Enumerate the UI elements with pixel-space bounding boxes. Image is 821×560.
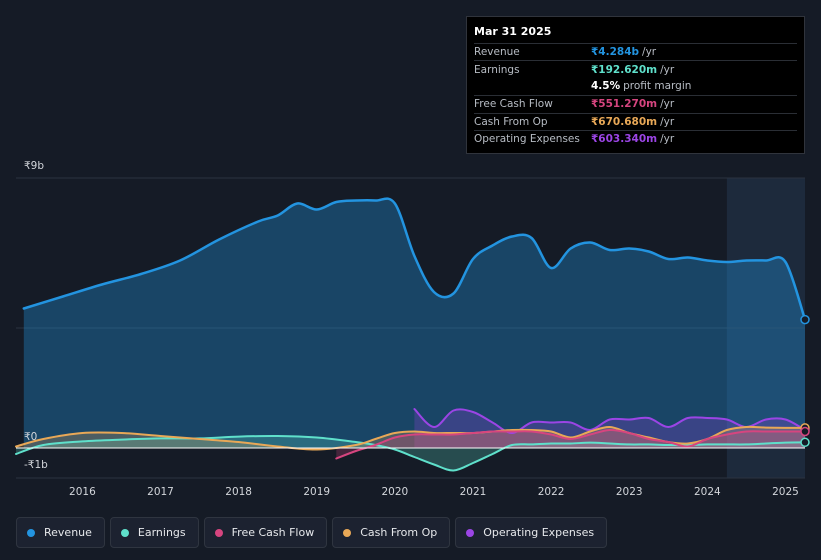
tooltip-row-free-cash-flow: Free Cash Flow ₹551.270m /yr: [474, 95, 797, 112]
earnings-area: [16, 435, 805, 471]
tooltip-row-earnings: Earnings ₹192.620m /yr: [474, 60, 797, 77]
free-cash-flow-end-marker: [800, 426, 810, 437]
earnings-line: [15, 434, 806, 472]
y-tick-label: -₹1b: [24, 459, 48, 471]
x-tick-label: 2022: [538, 486, 565, 498]
tooltip-unit: profit margin: [623, 80, 692, 93]
x-tick-label: 2018: [225, 486, 252, 498]
tooltip-value: ₹603.340m: [591, 133, 658, 146]
tooltip-value: ₹670.680m: [591, 115, 658, 128]
y-axis-labels: ₹9b ₹0 -₹1b: [24, 160, 48, 471]
tooltip-unit: /yr: [660, 98, 675, 111]
legend-item-operating-expenses[interactable]: Operating Expenses: [455, 517, 608, 548]
legend-item-earnings[interactable]: Earnings: [109, 517, 199, 548]
y-tick-label: ₹9b: [24, 160, 44, 172]
x-tick-label: 2020: [382, 486, 409, 498]
legend-dot-icon: [343, 528, 352, 537]
tooltip-value: ₹551.270m: [591, 98, 658, 111]
x-axis-labels: 2016 2017 2018 2019 2020 2021 2022 2023 2024 2025: [69, 486, 799, 498]
legend-dot-icon: [120, 528, 129, 537]
data-tooltip: Mar 31 2025 Revenue ₹4.284b /yr Earnings…: [466, 16, 805, 154]
free-cash-flow-line: [335, 428, 806, 460]
legend-label: Earnings: [137, 526, 186, 539]
tooltip-label: Operating Expenses: [474, 133, 580, 146]
tooltip-date: Mar 31 2025: [474, 25, 552, 38]
x-tick-label: 2025: [772, 486, 799, 498]
tooltip-label: Revenue: [474, 46, 520, 59]
tooltip-value: 4.5%: [591, 80, 621, 93]
legend-item-revenue[interactable]: Revenue: [16, 517, 105, 548]
revenue-end-marker: [800, 314, 810, 325]
tooltip-unit: /yr: [660, 115, 675, 128]
tooltip-row-operating-expenses: Operating Expenses ₹603.340m /yr: [474, 129, 797, 147]
tooltip-label: Earnings: [474, 63, 520, 76]
tooltip-label: Cash From Op: [474, 115, 548, 128]
legend-dot-icon: [214, 528, 223, 537]
tooltip-row-profit-margin: 4.5% profit margin: [474, 78, 797, 95]
tooltip-unit: /yr: [660, 63, 675, 76]
tooltip-unit: /yr: [642, 46, 657, 59]
legend-label: Revenue: [44, 526, 92, 539]
tooltip-row-revenue: Revenue ₹4.284b /yr: [474, 43, 797, 60]
series-lines: [15, 197, 807, 472]
tooltip-value: ₹4.284b: [591, 46, 640, 59]
legend-item-cash-from-op[interactable]: Cash From Op: [332, 517, 451, 548]
x-tick-label: 2019: [303, 486, 330, 498]
x-tick-label: 2024: [694, 486, 721, 498]
x-tick-label: 2021: [460, 486, 487, 498]
legend-item-free-cash-flow[interactable]: Free Cash Flow: [203, 517, 328, 548]
revenue-area-layer: [16, 198, 806, 471]
legend-label: Operating Expenses: [483, 526, 595, 539]
y-tick-label: ₹0: [24, 431, 37, 443]
chart: ₹9b₹0-₹1b 2016 2017 2018 2019 2020 2021 2022 20…: [15, 160, 810, 498]
earnings-end-marker: [800, 437, 810, 448]
legend-label: Free Cash Flow: [231, 526, 315, 539]
x-tick-label: 2017: [147, 486, 174, 498]
operating-expenses-line: [413, 408, 806, 434]
legend-label: Cash From Op: [360, 526, 438, 539]
gridlines: [16, 177, 805, 479]
revenue-area: [23, 198, 806, 448]
tooltip-row-cash-from-op: Cash From Op ₹670.680m /yr: [474, 112, 797, 130]
legend: Revenue Earnings Free Cash Flow Cash Fro…: [16, 517, 608, 548]
revenue-line: [22, 197, 807, 321]
tooltip-value: ₹192.620m: [591, 63, 658, 76]
tooltip-unit: /yr: [660, 133, 675, 146]
legend-dot-icon: [466, 528, 475, 537]
x-tick-label: 2023: [616, 486, 643, 498]
end-markers: [800, 314, 810, 448]
legend-dot-icon: [27, 528, 35, 537]
tooltip-label: Free Cash Flow: [474, 98, 553, 111]
x-tick-label: 2016: [69, 486, 96, 498]
